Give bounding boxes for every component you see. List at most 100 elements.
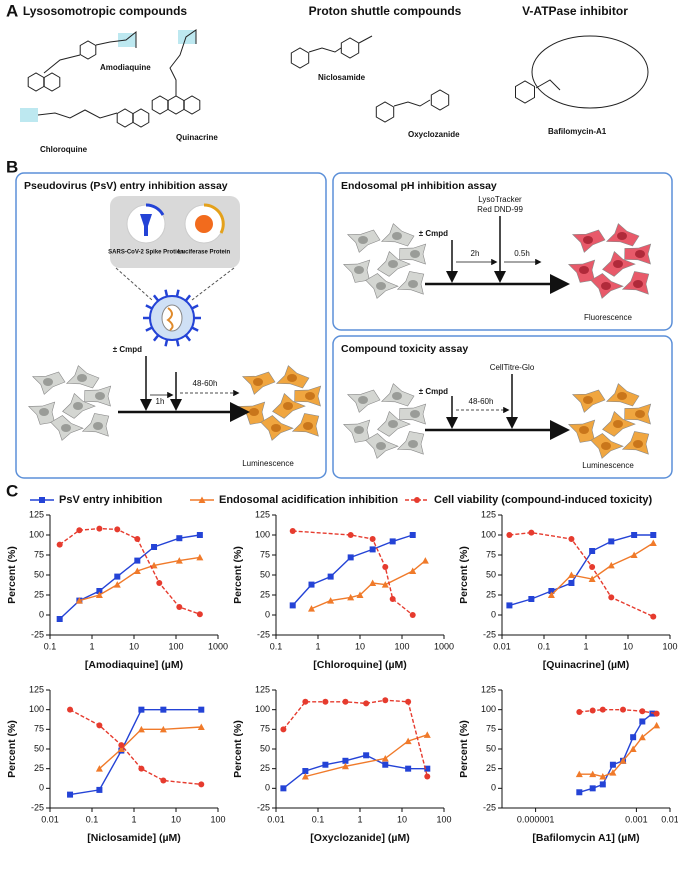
ring	[151, 95, 169, 115]
point	[609, 769, 617, 776]
point	[650, 532, 657, 538]
panel-label: A	[6, 1, 18, 20]
ring	[340, 37, 360, 59]
x-tick-label: 1000	[208, 641, 228, 651]
nucleus	[61, 424, 71, 432]
nucleus	[617, 392, 627, 400]
point	[589, 785, 596, 792]
spike	[164, 339, 169, 347]
nucleus	[635, 250, 645, 258]
x-tick-label: 0.1	[270, 641, 283, 651]
ring	[183, 95, 201, 115]
point	[369, 536, 376, 542]
point	[404, 737, 412, 745]
legend-marker	[39, 497, 45, 503]
y-tick-label: 75	[260, 724, 270, 734]
point	[113, 581, 121, 588]
nucleus	[358, 236, 368, 244]
point	[280, 726, 287, 733]
point	[56, 541, 63, 548]
point	[424, 765, 431, 772]
point	[363, 700, 370, 707]
point	[138, 765, 145, 772]
point	[307, 605, 315, 612]
nucleus	[601, 282, 611, 290]
y-axis-label: Percent (%)	[232, 546, 244, 604]
y-axis-label: Percent (%)	[458, 720, 470, 778]
point	[409, 612, 416, 618]
nucleus	[354, 426, 364, 434]
point	[576, 789, 583, 796]
point	[133, 567, 141, 574]
point	[150, 561, 158, 569]
series-line	[292, 530, 414, 616]
compound-name: Amodiaquine	[100, 63, 151, 72]
assay-box	[15, 172, 327, 479]
point	[56, 616, 63, 622]
x-tick-label: 1	[131, 814, 136, 824]
reagent: Red DND-99	[477, 205, 523, 214]
nucleus	[43, 378, 53, 386]
point	[67, 791, 74, 798]
x-axis-label: [Amodiaquine] (µM)	[85, 659, 183, 671]
bond	[358, 35, 373, 44]
point	[347, 593, 355, 601]
nucleus	[283, 402, 293, 410]
y-axis-label: Percent (%)	[232, 720, 244, 778]
nucleus	[354, 266, 364, 274]
y-tick-label: 75	[34, 549, 44, 559]
y-tick-label: 100	[481, 704, 496, 714]
point	[114, 526, 121, 533]
legend-label: Cell viability (compound-induced toxicit…	[434, 494, 653, 506]
nucleus	[579, 266, 589, 274]
compound-name: Chloroquine	[40, 145, 88, 154]
time-label: 48-60h	[193, 379, 218, 388]
y-axis-label: Percent (%)	[458, 546, 470, 604]
chart: -25 0 25 50 75 100 125 0.1 1 10 100 1000 [Amodiaquin…	[6, 509, 228, 670]
y-tick-label: 50	[34, 569, 44, 579]
series-line	[292, 534, 413, 606]
y-tick-label: 0	[39, 609, 44, 619]
readout: Luminescence	[582, 461, 634, 470]
point	[160, 706, 167, 713]
point	[630, 551, 638, 558]
compound-name: Oxyclozanide	[408, 130, 460, 139]
y-tick-label: 75	[34, 724, 44, 734]
chart: -25 0 25 50 75 100 125 0.01 0.1 1 10 100 [Quinacrine…	[458, 509, 678, 670]
point	[322, 761, 329, 768]
y-tick-label: 0	[491, 783, 496, 793]
point	[631, 532, 638, 538]
series-line	[59, 527, 201, 615]
point	[96, 525, 103, 532]
series-line	[282, 699, 428, 777]
point	[423, 731, 431, 738]
series-line	[311, 560, 426, 610]
point	[327, 573, 334, 580]
series-line	[579, 709, 657, 715]
y-tick-label: -25	[257, 802, 270, 812]
y-tick-label: 25	[486, 589, 496, 599]
point	[175, 557, 183, 564]
ring	[43, 72, 61, 92]
compound-name: Niclosamide	[318, 73, 366, 82]
series-line	[79, 556, 201, 602]
panel-a: A Lysosomotropic compounds Proton shuttl…	[6, 1, 649, 154]
point	[599, 781, 606, 788]
point	[75, 597, 83, 604]
nucleus	[253, 378, 263, 386]
point	[639, 708, 646, 715]
spike	[191, 304, 199, 310]
x-tick-label: 0.01	[661, 814, 678, 824]
point	[301, 773, 309, 780]
point	[405, 698, 412, 705]
y-tick-label: -25	[257, 629, 270, 639]
series-line	[282, 754, 428, 789]
y-tick-label: -25	[483, 629, 496, 639]
x-tick-label: 1	[583, 641, 588, 651]
y-tick-label: 25	[34, 763, 44, 773]
point	[369, 546, 376, 553]
x-tick-label: 10	[397, 814, 407, 824]
assay-box	[332, 172, 673, 331]
y-tick-label: 25	[260, 763, 270, 773]
